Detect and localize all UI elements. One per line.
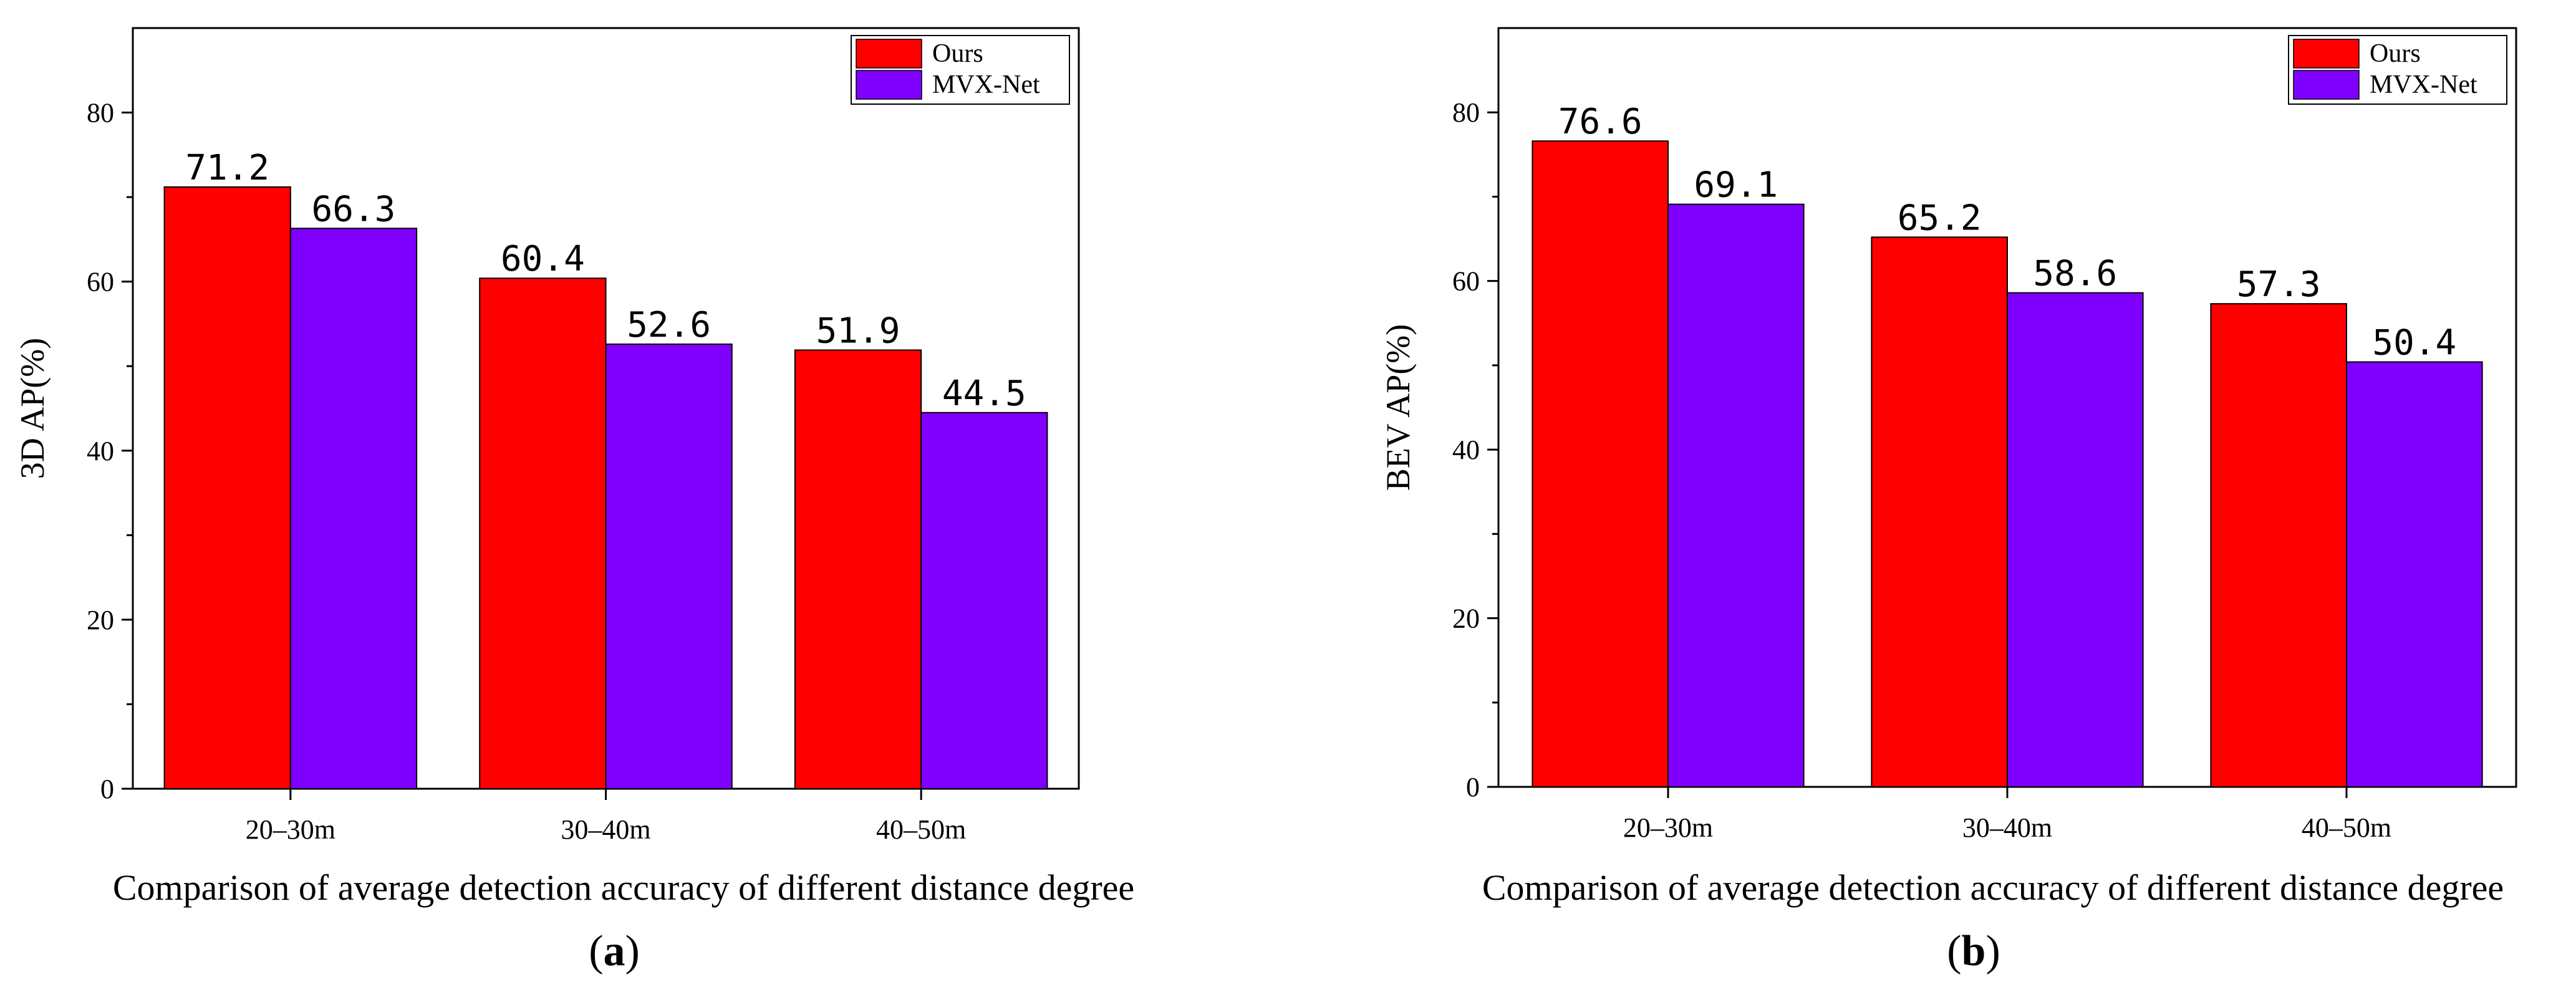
panel-label: (b): [1947, 927, 2000, 975]
panel-paren-close: ): [625, 927, 640, 975]
data-label: 51.9: [816, 311, 900, 351]
panel-letter: b: [1962, 927, 1986, 975]
data-label: 76.6: [1558, 102, 1643, 142]
bar-ours-1: [163, 186, 291, 790]
panel-paren-open: (: [589, 927, 603, 975]
data-label: 44.5: [942, 373, 1026, 414]
legend-swatch-mvx-net: [856, 70, 922, 100]
bar-mvx-net-3: [920, 412, 1048, 789]
y-tick-label: 20: [1452, 604, 1480, 634]
x-tick-label: 30–40m: [561, 814, 650, 845]
y-tick-label: 0: [1466, 772, 1480, 802]
data-label: 58.6: [2033, 254, 2117, 294]
data-label: 65.2: [1898, 198, 1982, 238]
data-label: 52.6: [627, 305, 711, 345]
x-tick-label: 20–30m: [1623, 812, 1713, 843]
x-axis-label: Comparison of average detection accuracy…: [1482, 867, 2504, 908]
y-tick-label: 80: [1452, 97, 1480, 128]
y-axis-label: BEV AP(%): [1379, 324, 1417, 491]
y-tick-label: 60: [1452, 266, 1480, 297]
legend-swatch-ours: [856, 39, 922, 69]
bar-mvx-net-2: [605, 343, 733, 789]
y-axis-label: 3D AP(%): [14, 338, 51, 479]
bar-mvx-net-1: [289, 228, 418, 789]
data-label: 71.2: [185, 148, 269, 188]
y-tick-label: 60: [87, 267, 114, 297]
y-tick-label: 40: [1452, 435, 1480, 465]
x-tick-label: 40–50m: [2302, 812, 2391, 843]
bar-mvx-net-3: [2346, 361, 2483, 787]
panel-paren-open: (: [1947, 927, 1961, 975]
legend-label: MVX-Net: [932, 70, 1040, 99]
y-tick-label: 20: [87, 605, 114, 635]
panel-label: (a): [589, 927, 640, 975]
legend-label: MVX-Net: [2370, 70, 2477, 99]
data-label: 66.3: [312, 189, 396, 229]
x-tick-label: 40–50m: [876, 814, 966, 845]
data-label: 50.4: [2372, 322, 2456, 363]
bar-ours-2: [479, 277, 607, 789]
bar-ours-2: [1871, 236, 2008, 787]
legend-swatch-ours: [2293, 39, 2360, 69]
data-label: 69.1: [1694, 165, 1778, 206]
bar-ours-3: [794, 349, 922, 789]
data-label: 60.4: [501, 239, 585, 279]
legend-swatch-mvx-net: [2293, 70, 2360, 100]
y-tick-label: 80: [87, 98, 114, 128]
legend-label: Ours: [2370, 39, 2421, 68]
x-tick-label: 20–30m: [246, 814, 335, 845]
y-tick-label: 40: [87, 436, 114, 466]
bar-ours-1: [1532, 140, 1669, 788]
x-tick-label: 30–40m: [1962, 812, 2052, 843]
x-axis-label: Comparison of average detection accuracy…: [113, 867, 1134, 908]
panel-paren-close: ): [1985, 927, 2000, 975]
bar-mvx-net-2: [2007, 292, 2144, 787]
y-tick-label: 0: [100, 774, 114, 804]
panel-letter: a: [604, 927, 625, 975]
chart-panel-a: 0 20 40 60 80 71.2 66.3 20–30m 60.4 52.6 30–40m 51.…: [14, 27, 1134, 975]
legend-label: Ours: [932, 39, 983, 68]
bar-mvx-net-1: [1667, 203, 1805, 787]
chart-panel-b: 0 20 40 60 80 76.6 69.1 20–30m 65.2 58.6 30–40m 57.…: [1379, 27, 2517, 975]
data-label: 57.3: [2237, 264, 2321, 305]
bar-ours-3: [2210, 303, 2347, 787]
